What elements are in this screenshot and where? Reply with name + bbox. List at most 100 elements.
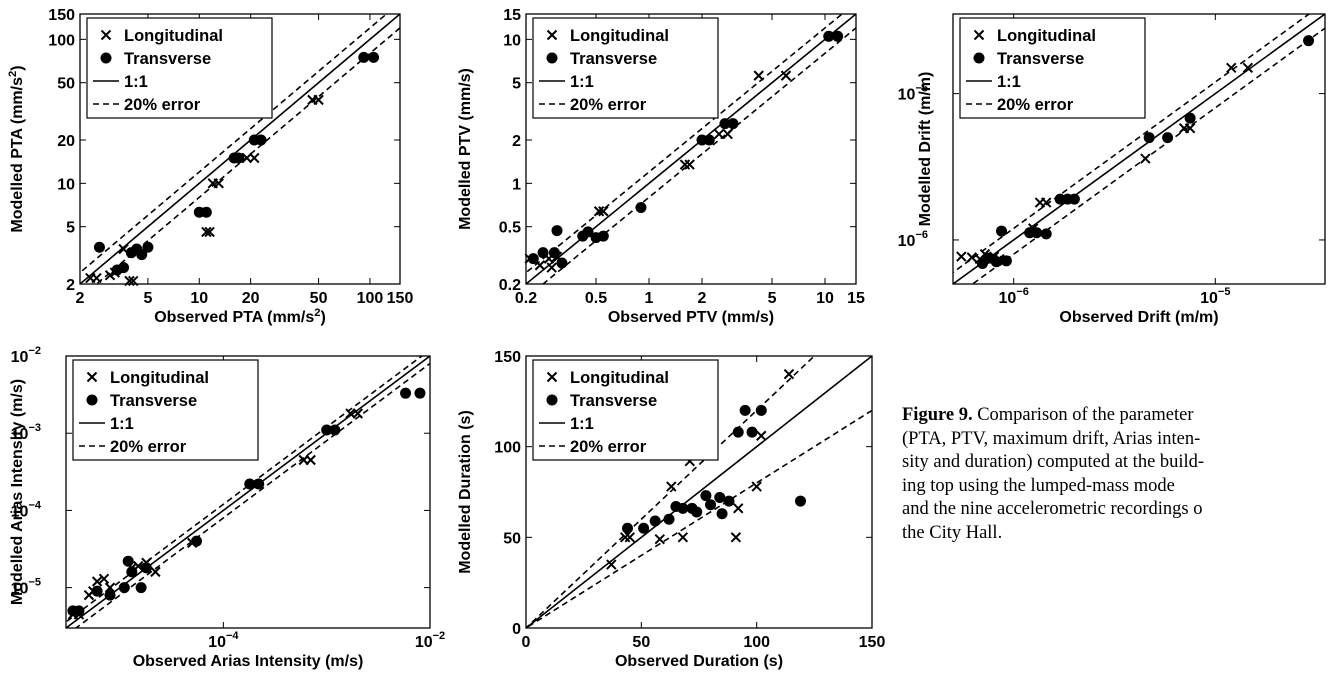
ticks [79,13,401,285]
longitudinal-point [783,368,795,380]
caption-line-3: sity and duration) computed at the build… [902,452,1205,472]
transverse-point [126,566,138,578]
data-markers [956,35,1315,270]
transverse-point [91,585,103,597]
transverse-point [118,262,130,274]
transverse-point [677,502,689,514]
x-tick-label: 150 [387,290,414,307]
error-line [74,362,430,628]
caption-label: Figure 9. [902,405,973,425]
transverse-point [1031,227,1043,239]
transverse-point [1040,228,1052,240]
legend-box [86,17,273,119]
one-to-one-line [80,14,400,284]
legend-box [532,17,719,119]
caption-line-6: the City Hall. [902,522,1003,543]
caption-line-1: Figure 9. Comparison of the parameter [902,404,1335,428]
y-tick-label: 0.2 [499,277,521,294]
transverse-point [253,478,265,490]
x-axis-label: Observed Drift (m/m) [1059,309,1218,326]
x-tick-label: 10−2 [415,630,445,651]
x-tick-label: 50 [632,634,650,651]
transverse-point [118,582,130,594]
plot-frame [952,13,1326,285]
transverse-point [527,253,539,265]
transverse-point [537,247,549,259]
legend-label: Transverse [570,50,657,68]
transverse-point [739,404,751,416]
longitudinal-point [213,178,224,189]
transverse-point [358,51,370,63]
error-line [526,356,816,628]
data-markers [67,387,426,620]
longitudinal-point [150,566,161,578]
y-axis-label: Modelled Duration (s) [457,410,474,574]
legend-label: Transverse [124,50,211,68]
transverse-point [1184,112,1196,124]
longitudinal-point [730,532,742,543]
x-tick-label: 1 [645,290,654,307]
chart-panel-5: 0 50 100 150 0 50 100 150 Observed Duration (s) M… [457,349,886,670]
transverse-point [663,513,675,525]
transverse-point [551,225,563,237]
longitudinal-point [751,481,762,492]
transverse-point [244,478,256,490]
legend-label: Longitudinal [110,369,209,387]
longitudinal-point [98,573,110,585]
longitudinal-point [966,252,978,263]
longitudinal-point [201,226,212,238]
transverse-point [691,506,703,518]
x-tick-label: 0 [522,634,531,651]
y-tick-label: 0 [512,621,521,638]
legend-label: 20% error [124,96,201,114]
legend-dot-marker [546,52,558,64]
x-tick-label: 150 [859,634,886,651]
legend-label: Transverse [997,50,1084,68]
longitudinal-point [684,159,695,170]
x-tick-label: 50 [310,290,328,307]
longitudinal-point [91,576,103,587]
longitudinal-point [1242,62,1254,74]
transverse-point [638,522,650,534]
transverse-point [703,134,715,146]
transverse-point [635,201,647,213]
legend-label: Longitudinal [570,369,669,387]
figure-caption: Figure 9. Comparison of the parameter (P… [902,404,1335,545]
error-line [66,356,424,623]
legend-label: 1:1 [570,73,594,91]
transverse-point [732,426,744,438]
legend-box [532,359,719,461]
plot-frame [79,13,401,285]
data-markers [85,51,380,287]
transverse-point [73,605,85,617]
ticks [525,13,857,285]
transverse-point [191,535,203,547]
legend-label: 20% error [110,438,187,456]
legend-dot-marker [86,394,98,406]
caption-line-5: and the nine accelerometric recordings o [902,499,1203,519]
transverse-point [142,241,154,253]
longitudinal-point [249,152,260,164]
transverse-point [723,495,735,507]
legend-label: Longitudinal [124,27,223,45]
transverse-point [995,225,1007,237]
x-tick-label: 5 [143,290,152,307]
one-to-one-line [953,14,1325,284]
reference-lines [526,356,872,628]
longitudinal-point [713,128,725,140]
data-markers [524,30,844,273]
x-axis-label: Observed Arias Intensity (m/s) [133,653,364,670]
transverse-point [104,589,116,601]
transverse-point [93,241,105,253]
transverse-point [649,515,661,527]
transverse-point [823,30,835,42]
y-tick-label: 20 [57,133,75,150]
longitudinal-point [241,152,253,164]
longitudinal-point [956,251,967,262]
legend-label: Longitudinal [570,27,669,45]
error-line [80,14,388,274]
x-tick-label: 10−4 [208,630,239,651]
one-to-one-line [526,356,872,628]
x-tick-label: 100 [357,290,384,307]
